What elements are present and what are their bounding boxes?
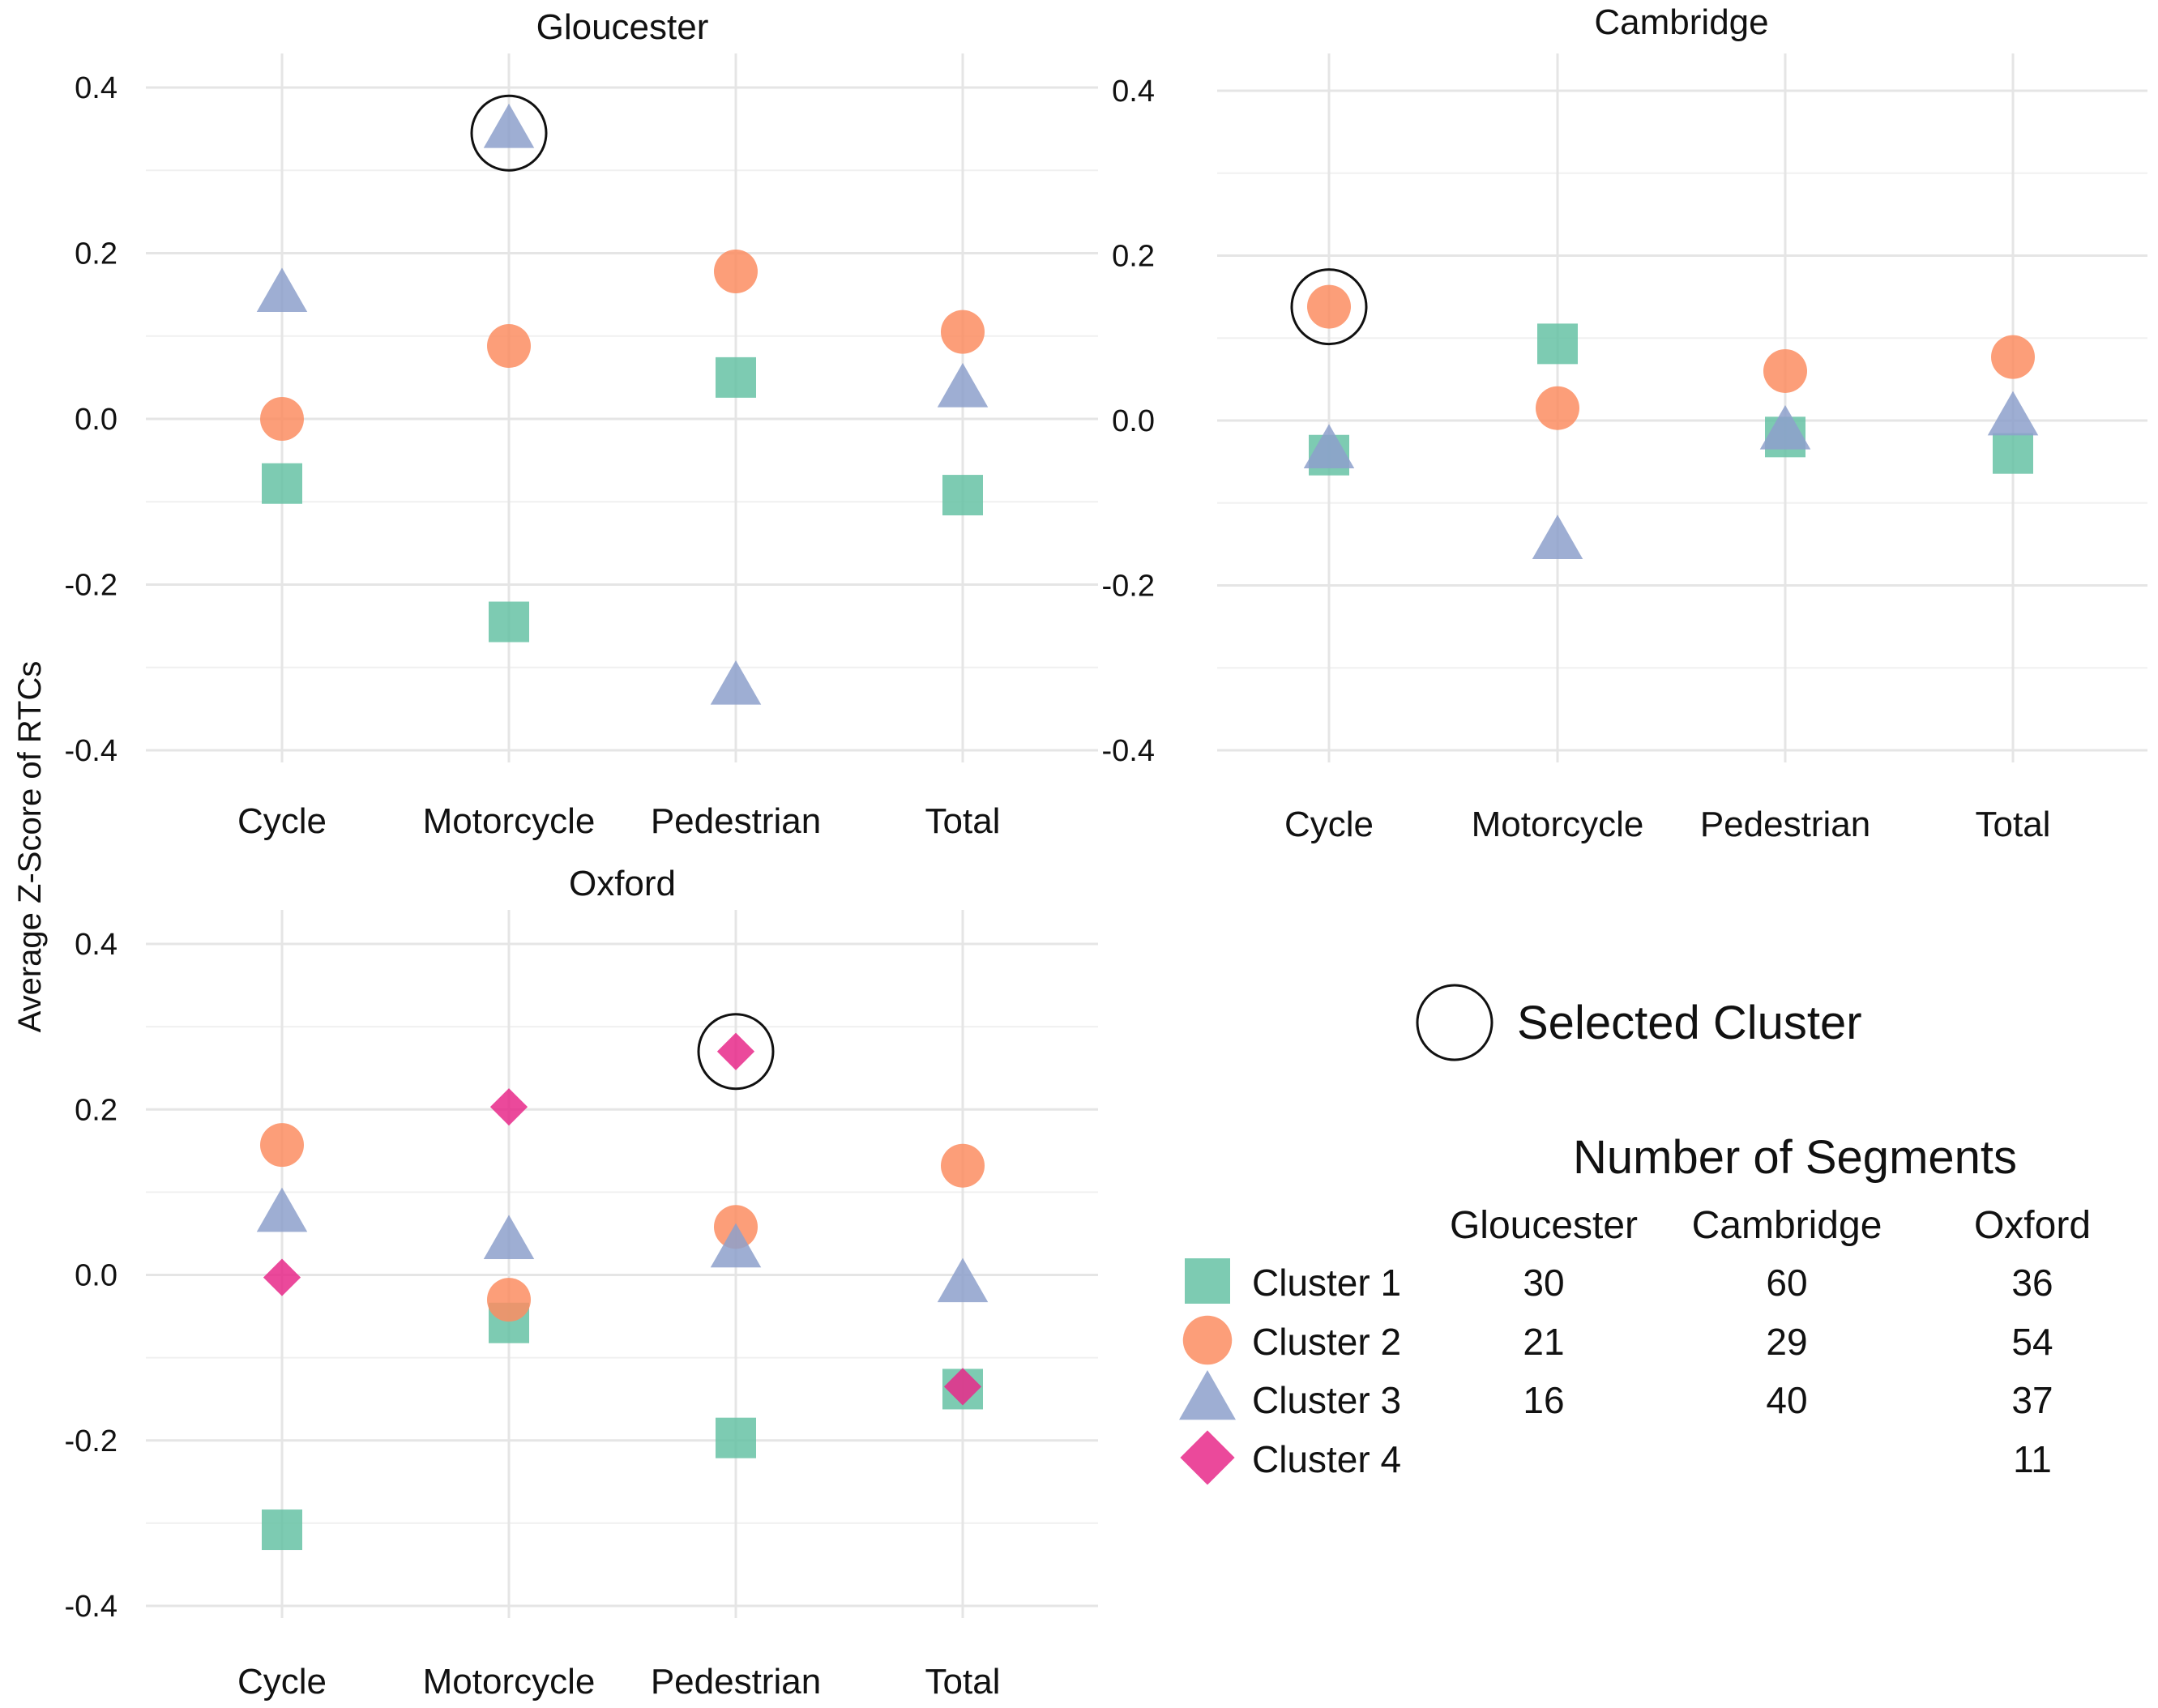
legend-selected-ring (1416, 984, 1494, 1061)
y-tick-label: 0.0 (75, 1259, 118, 1293)
point-cluster-2 (1536, 386, 1579, 430)
y-tick-label: 0.4 (1112, 75, 1155, 109)
panel-title: Cambridge (1594, 2, 1768, 42)
point-cluster-1 (716, 1417, 756, 1458)
y-tick-label: 0.4 (75, 928, 118, 962)
point-cluster-1 (262, 463, 302, 504)
point-cluster-3 (937, 362, 989, 408)
legend-key-cluster-1 (1185, 1258, 1230, 1304)
point-cluster-3 (483, 1215, 535, 1260)
point-cluster-3 (256, 267, 308, 313)
legend-column-header: Oxford (1974, 1204, 2091, 1247)
legend-segments-title: Number of Segments (1573, 1131, 2017, 1184)
y-tick-label: 0.2 (75, 237, 118, 271)
point-cluster-3 (1759, 404, 1811, 450)
panel-gloucester: 0.4 0.2 0.0 -0.2 -0.4 Cycle Motorcycle Pedestri… (65, 7, 1098, 841)
x-tick-label: Motorcycle (423, 801, 596, 841)
legend-count: 16 (1523, 1379, 1564, 1421)
point-cluster-2 (1763, 348, 1807, 393)
legend-cluster-label: Cluster 1 (1252, 1262, 1401, 1304)
y-tick-label: -0.4 (1102, 734, 1155, 768)
point-cluster-3 (937, 1258, 989, 1303)
selected-cluster-ring (470, 94, 548, 172)
selected-cluster-ring (1290, 268, 1368, 346)
panel-title: Oxford (569, 864, 676, 903)
selected-cluster-ring (697, 1013, 775, 1091)
point-cluster-3 (1987, 391, 2039, 436)
point-cluster-2 (1307, 284, 1351, 329)
point-cluster-2 (941, 310, 985, 354)
legend-count: 37 (2011, 1379, 2053, 1421)
legend-selected-label: Selected Cluster (1517, 997, 1862, 1049)
y-tick-label: 0.0 (75, 403, 118, 437)
y-tick-label: -0.2 (65, 569, 118, 603)
point-cluster-3 (1532, 515, 1583, 559)
panel-cambridge: 0.4 0.2 0.0 -0.2 -0.4 Cycle Motorcycle Pedestri… (1102, 2, 2147, 844)
y-tick-label: -0.2 (65, 1424, 118, 1458)
y-axis-label: Average Z-Score of RTCs (12, 661, 48, 1033)
point-cluster-1 (262, 1509, 302, 1551)
x-tick-label: Pedestrian (1700, 805, 1870, 844)
legend-cluster-label: Cluster 3 (1252, 1379, 1401, 1421)
panel-title: Gloucester (536, 7, 709, 47)
x-tick-label: Total (1976, 805, 2051, 844)
point-cluster-4 (489, 1088, 528, 1126)
x-tick-label: Cycle (237, 801, 327, 841)
legend-cluster-label: Cluster 2 (1252, 1321, 1401, 1363)
x-tick-label: Motorcycle (1472, 805, 1644, 844)
legend-count: 60 (1766, 1262, 1807, 1304)
point-cluster-3 (1303, 424, 1355, 469)
legend-count: 29 (1766, 1321, 1807, 1363)
y-tick-label: -0.4 (65, 734, 118, 768)
legend: Selected Cluster Number of Segments Glouce… (1179, 984, 2091, 1485)
legend-key-cluster-3 (1179, 1370, 1236, 1420)
point-cluster-1 (942, 475, 983, 516)
y-tick-label: 0.2 (1112, 240, 1155, 274)
x-tick-label: Cycle (237, 1662, 327, 1702)
legend-count: 54 (2011, 1321, 2053, 1363)
legend-key-cluster-4 (1180, 1430, 1235, 1485)
legend-count: 21 (1523, 1321, 1564, 1363)
y-tick-label: 0.0 (1112, 404, 1155, 438)
x-tick-label: Pedestrian (651, 801, 821, 841)
point-cluster-2 (714, 249, 758, 293)
legend-count: 40 (1766, 1379, 1807, 1421)
point-cluster-2 (1991, 335, 2035, 379)
legend-column-header: Cambridge (1692, 1204, 1882, 1247)
y-tick-label: 0.2 (75, 1093, 118, 1127)
y-tick-label: -0.4 (65, 1590, 118, 1624)
point-cluster-3 (710, 660, 762, 705)
panels: 0.4 0.2 0.0 -0.2 -0.4 Cycle Motorcycle Pedestri… (65, 2, 2147, 1702)
point-cluster-2 (260, 397, 304, 441)
point-cluster-2 (487, 1278, 531, 1322)
x-tick-label: Cycle (1284, 805, 1374, 844)
legend-cluster-label: Cluster 4 (1252, 1438, 1401, 1480)
point-cluster-1 (1537, 323, 1578, 365)
x-tick-label: Motorcycle (423, 1662, 596, 1702)
x-tick-label: Pedestrian (651, 1662, 821, 1702)
panel-oxford: 0.4 0.2 0.0 -0.2 -0.4 Cycle Motorcycle Pedestri… (65, 864, 1098, 1702)
point-cluster-1 (716, 357, 756, 398)
point-cluster-2 (941, 1143, 985, 1188)
point-cluster-3 (710, 1223, 762, 1268)
legend-count: 36 (2011, 1262, 2053, 1304)
point-cluster-4 (943, 1368, 982, 1406)
y-tick-label: -0.2 (1102, 570, 1155, 604)
point-cluster-2 (487, 324, 531, 369)
legend-count: 30 (1523, 1262, 1564, 1304)
x-tick-label: Total (925, 1662, 1001, 1702)
point-cluster-3 (256, 1187, 308, 1232)
point-cluster-1 (1993, 433, 2033, 474)
point-cluster-1 (489, 601, 529, 643)
x-tick-label: Total (925, 801, 1001, 841)
legend-key-cluster-2 (1182, 1315, 1233, 1365)
y-tick-label: 0.4 (75, 71, 118, 105)
point-cluster-4 (716, 1032, 755, 1070)
legend-column-header: Gloucester (1450, 1204, 1638, 1247)
point-cluster-4 (263, 1258, 301, 1296)
point-cluster-3 (483, 103, 535, 148)
point-cluster-2 (260, 1123, 304, 1168)
legend-count: 11 (2013, 1438, 2052, 1480)
